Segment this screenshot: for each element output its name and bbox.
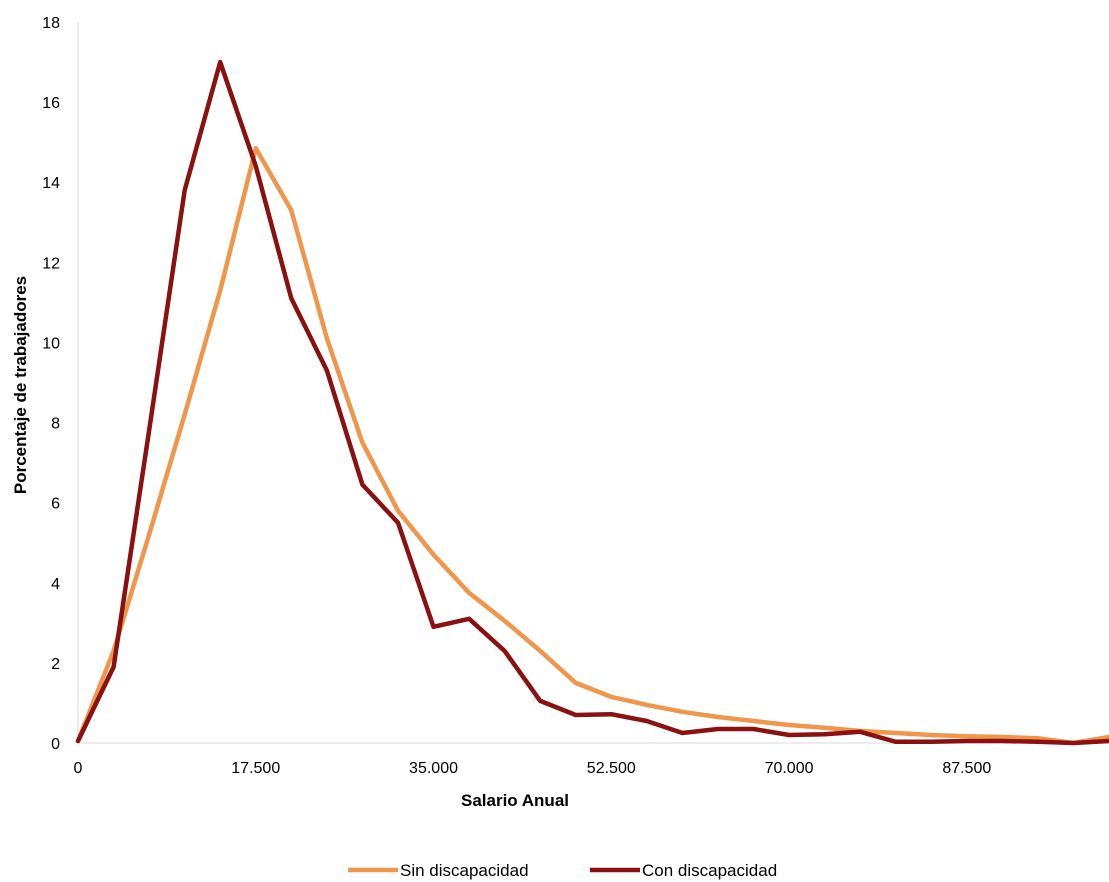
legend-label: Con discapacidad bbox=[642, 861, 777, 880]
x-axis-title: Salario Anual bbox=[461, 791, 569, 810]
x-tick-label: 87.500 bbox=[942, 760, 991, 777]
series-line-con-discapacidad bbox=[75, 59, 1109, 746]
y-tick-label: 8 bbox=[51, 416, 60, 433]
y-tick-label: 6 bbox=[51, 496, 60, 513]
y-axis-ticks: 0 2 4 6 8 10 12 14 16 18 bbox=[42, 15, 60, 753]
legend: Sin discapacidad Con discapacidad bbox=[348, 861, 777, 880]
y-tick-label: 12 bbox=[42, 255, 60, 272]
y-tick-label: 0 bbox=[51, 736, 60, 753]
axes: 0 2 4 6 8 10 12 14 16 18 0 17.500 35.000 52.500 70.00… bbox=[42, 15, 1109, 777]
x-tick-label: 0 bbox=[74, 760, 83, 777]
series-layer bbox=[75, 59, 1109, 746]
y-tick-label: 10 bbox=[42, 335, 60, 352]
y-tick-label: 14 bbox=[42, 175, 60, 192]
x-tick-label: 17.500 bbox=[231, 760, 280, 777]
x-tick-label: 35.000 bbox=[409, 760, 458, 777]
x-axis-ticks: 0 17.500 35.000 52.500 70.000 87.500 bbox=[74, 760, 992, 777]
series-line-sin-discapacidad bbox=[75, 145, 1109, 746]
y-tick-label: 18 bbox=[42, 15, 60, 32]
y-tick-label: 4 bbox=[51, 576, 60, 593]
y-axis-title: Porcentaje de trabajadores bbox=[11, 276, 30, 494]
y-tick-label: 2 bbox=[51, 656, 60, 673]
y-tick-label: 16 bbox=[42, 95, 60, 112]
x-tick-label: 52.500 bbox=[587, 760, 636, 777]
x-tick-label: 70.000 bbox=[765, 760, 814, 777]
legend-label: Sin discapacidad bbox=[400, 861, 529, 880]
